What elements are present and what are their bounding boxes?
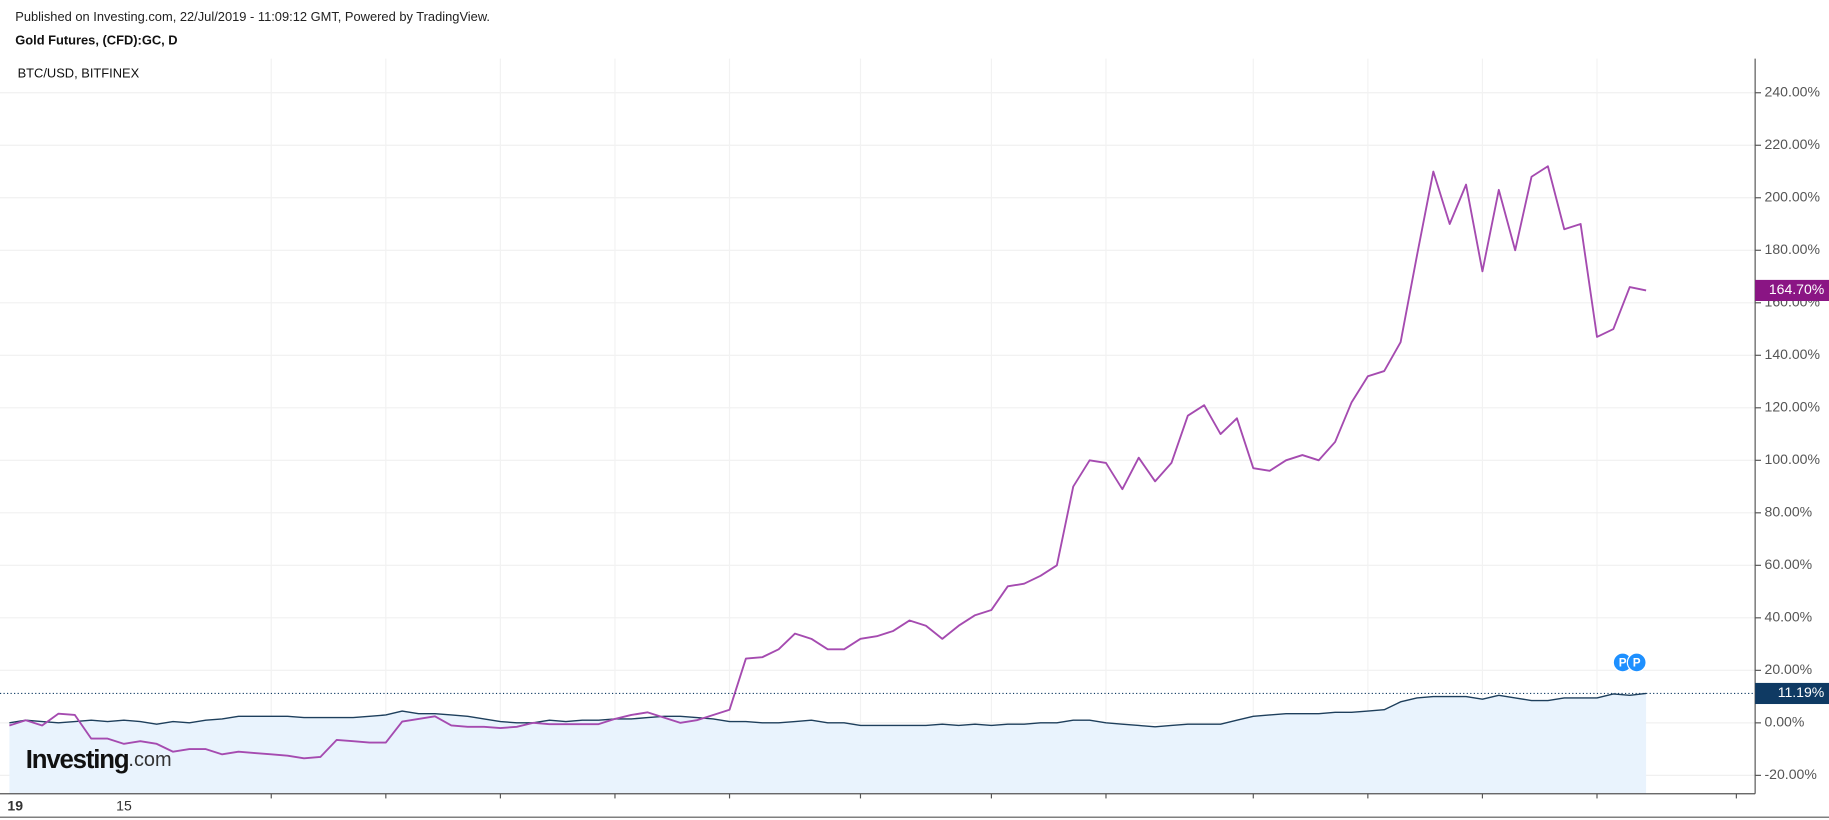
last-value-box [1755,682,1829,705]
line [9,165,1647,760]
y-tick-label: 240.00% [1765,83,1820,99]
area [9,693,1647,794]
y-tick-label: 100.00% [1765,451,1820,467]
last-value-box [1755,279,1829,301]
instrument-title: Gold Futures, (CFD):GC, D [15,32,177,47]
last-value-label: 164.70% [1769,281,1824,297]
last-value-label: 11.19% [1778,684,1825,700]
event-marker-label: P [1619,657,1627,670]
event-marker-label: P [1633,657,1641,670]
plot [9,165,1647,794]
y-tick-label: 20.00% [1765,661,1813,677]
y-tick-label: 180.00% [1765,241,1820,257]
line [9,692,1647,728]
y-tick-label: 220.00% [1765,136,1820,152]
grid: -20.00% 0.00% 20.00% 40.00% 60.00% 80.00% 100.… [0,58,1820,813]
chart-subtitle: BTC/USD, BITFINEX [18,65,140,80]
y-tick-label: 120.00% [1765,399,1820,415]
y-tick-label: -20.00% [1765,766,1817,782]
event-marker [1626,652,1647,673]
y-tick-label: 140.00% [1765,346,1820,362]
logo-name: Investing [26,746,129,774]
logo: Investing.com [26,746,172,774]
overlay: 11.19% 164.70% P P [0,279,1829,705]
x-tick-label: 19 [7,797,23,813]
y-tick-label: 200.00% [1765,188,1820,204]
y-tick-label: 40.00% [1765,609,1813,625]
y-tick-label: 60.00% [1765,556,1813,572]
x-tick-label: 15 [116,797,132,813]
y-tick-label: 0.00% [1765,714,1805,730]
published-note: Published on Investing.com, 22/Jul/2019 … [15,9,490,24]
y-tick-label: 80.00% [1765,504,1813,520]
logo-suffix: .com [128,749,171,771]
